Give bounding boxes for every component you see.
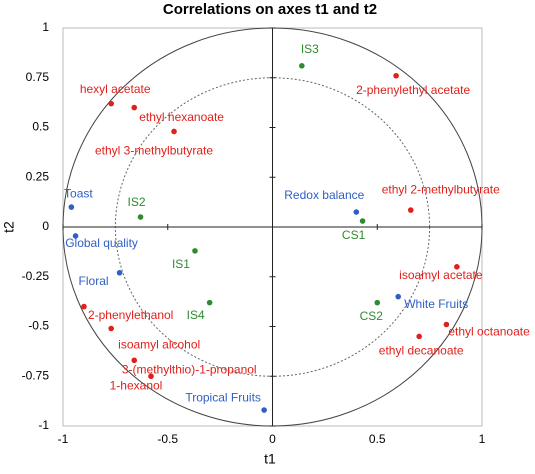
- point: [81, 303, 87, 310]
- point-label: Tropical Fruits: [185, 390, 261, 404]
- point-label: Floral: [79, 274, 109, 288]
- point: [443, 321, 450, 328]
- x-tick-label: 0.5: [369, 432, 386, 446]
- point-label: 1-hexanol: [110, 378, 163, 392]
- point: [116, 269, 123, 276]
- point: [393, 72, 399, 79]
- chart-title: Correlations on axes t1 and t2: [163, 1, 377, 18]
- y-tick-label: 0.5: [32, 120, 49, 134]
- y-tick-label: -0.75: [22, 368, 50, 382]
- point-label: hexyl acetate: [80, 82, 151, 96]
- point: [395, 293, 402, 300]
- point-label: 3-(methylthio)-1-propanol: [122, 363, 257, 377]
- point-label: ethyl decanoate: [379, 344, 464, 358]
- x-tick-label: 1: [479, 432, 486, 446]
- point: [192, 248, 198, 254]
- point: [108, 100, 114, 107]
- y-tick-label: 0.75: [26, 70, 50, 84]
- point: [171, 128, 177, 135]
- point: [148, 373, 154, 380]
- point-label: White Fruits: [404, 297, 468, 311]
- y-tick-label: -0.5: [28, 319, 49, 333]
- point-label: IS2: [128, 195, 146, 209]
- point-label: CS2: [360, 309, 384, 323]
- point-label: 2-phenylethyl acetate: [356, 83, 470, 97]
- point-label: isoamyl alcohol: [118, 338, 200, 352]
- point: [261, 407, 267, 413]
- point-label: IS4: [187, 308, 205, 322]
- point: [108, 325, 114, 332]
- point: [68, 204, 75, 210]
- x-tick-label: -0.5: [157, 432, 178, 446]
- y-tick-label: -1: [38, 418, 49, 432]
- point-label: ethyl hexanoate: [139, 110, 224, 124]
- point: [454, 264, 460, 270]
- point-label: ethyl octanoate: [448, 325, 530, 339]
- point-label: isoamyl acetate: [399, 268, 483, 282]
- x-tick-label: 0: [269, 432, 276, 446]
- point-label: Redox balance: [284, 188, 364, 202]
- x-axis-label: t1: [264, 451, 276, 467]
- point-label: Global quality: [65, 236, 138, 250]
- point-label: Toast: [64, 186, 93, 200]
- point: [353, 209, 360, 215]
- point-label: ethyl 2-methylbutyrate: [382, 182, 500, 196]
- point-label: IS3: [301, 42, 319, 56]
- y-tick-label: 0: [42, 219, 49, 233]
- point: [416, 333, 422, 340]
- point: [131, 104, 138, 111]
- y-tick-label: 1: [42, 20, 49, 34]
- point-label: IS1: [172, 257, 190, 271]
- point: [137, 214, 144, 220]
- point-label: ethyl 3-methylbutyrate: [95, 144, 213, 158]
- point: [359, 218, 366, 224]
- y-axis-label: t2: [1, 221, 17, 233]
- point: [206, 299, 213, 306]
- x-tick-label: -1: [58, 432, 69, 446]
- point: [131, 357, 138, 364]
- y-tick-label: -0.25: [22, 269, 50, 283]
- point: [407, 207, 414, 213]
- point: [299, 63, 305, 69]
- point-label: 2-phenylethanol: [88, 308, 173, 322]
- point: [374, 299, 381, 306]
- point: [72, 233, 79, 239]
- point-label: CS1: [342, 228, 366, 242]
- y-tick-label: 0.25: [26, 169, 50, 183]
